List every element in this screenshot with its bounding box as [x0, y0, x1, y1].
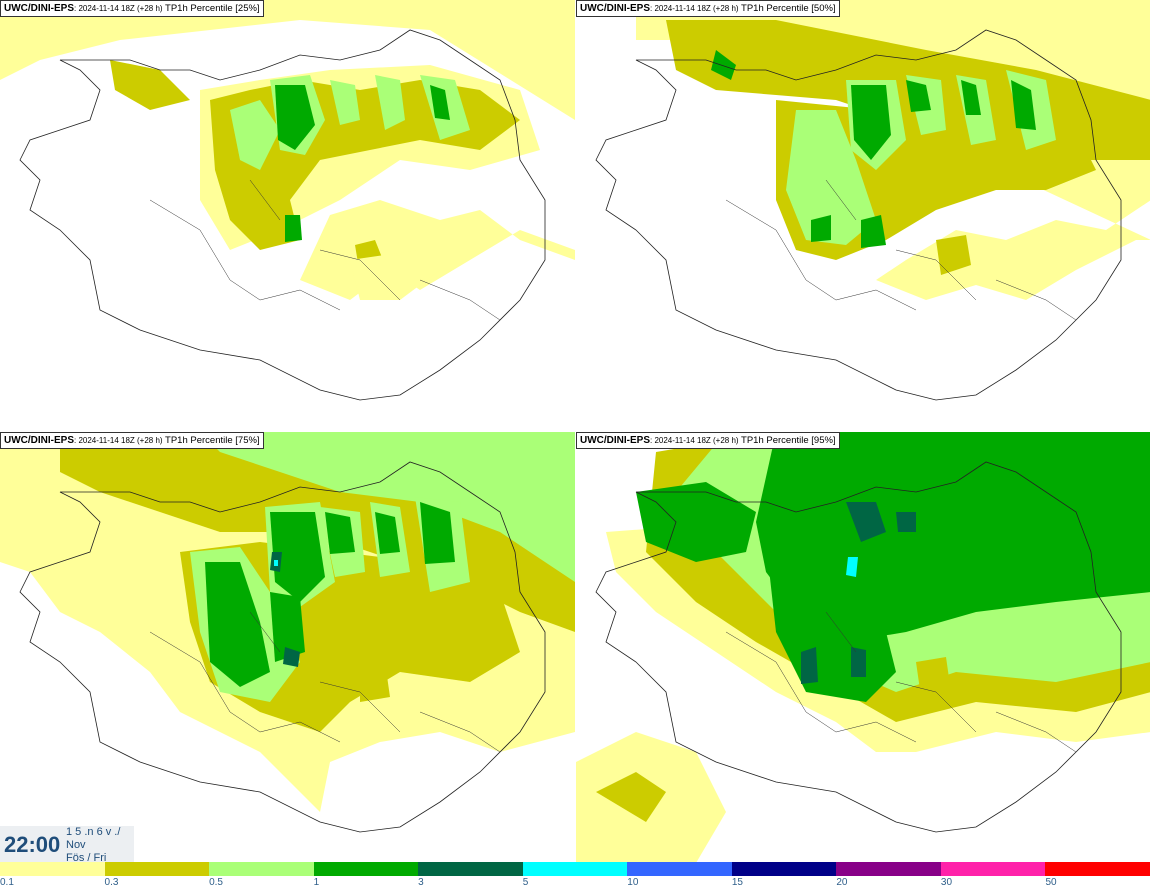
colorbar-swatch — [627, 862, 732, 876]
run-info: : 2024-11-14 18Z (+28 h) — [650, 4, 739, 13]
valid-time-weekday: Fös / Fri — [66, 852, 107, 864]
colorbar-tick-label: 3 — [418, 877, 424, 888]
colorbar-swatch — [0, 862, 105, 876]
colorbar-ticks: 0.1 0.3 0.5 1 3 5 10 15 20 30 50 — [0, 877, 1150, 891]
colorbar-tick-label: 15 — [731, 877, 743, 888]
valid-time-month: Nov — [66, 839, 86, 851]
valid-time-date: 1 5 .n 6 v ./ — [66, 826, 121, 838]
colorbar-swatch — [1045, 862, 1150, 876]
field-name: TP1h Percentile [50%] — [738, 3, 836, 14]
colorbar-tick-label: 10 — [627, 877, 639, 888]
field-name: TP1h Percentile [75%] — [162, 435, 260, 446]
run-info: : 2024-11-14 18Z (+28 h) — [74, 4, 163, 13]
run-info: : 2024-11-14 18Z (+28 h) — [74, 436, 163, 445]
model-name: UWC/DINI-EPS — [4, 3, 74, 14]
map-panel-p95: UWC/DINI-EPS: 2024-11-14 18Z (+28 h) TP1… — [576, 432, 1150, 863]
colorbar-tick-label: 1 — [313, 877, 320, 888]
colorbar-swatch — [209, 862, 314, 876]
colorbar-tick-label: 50 — [1045, 877, 1057, 888]
field-name: TP1h Percentile [25%] — [162, 3, 260, 14]
precip-map — [576, 432, 1150, 863]
run-info: : 2024-11-14 18Z (+28 h) — [650, 436, 739, 445]
colorbar-swatch — [940, 862, 1046, 876]
valid-time-clock: 22:00 — [4, 832, 61, 857]
map-panel-p25: UWC/DINI-EPS: 2024-11-14 18Z (+28 h) TP1… — [0, 0, 575, 431]
colorbar-tick-label: 30 — [940, 877, 953, 888]
panel-title: UWC/DINI-EPS: 2024-11-14 18Z (+28 h) TP1… — [576, 0, 840, 17]
colorbar-swatch — [104, 862, 210, 876]
colorbar-tick-label: 0.1 — [0, 877, 14, 888]
map-panel-p75: UWC/DINI-EPS: 2024-11-14 18Z (+28 h) TP1… — [0, 432, 575, 863]
panel-title: UWC/DINI-EPS: 2024-11-14 18Z (+28 h) TP1… — [0, 0, 264, 17]
precip-map — [0, 432, 575, 833]
colorbar-swatch — [313, 862, 419, 876]
colorbar-swatch — [731, 862, 837, 876]
precip-map — [595, 0, 1150, 401]
valid-time: 22:00 1 5 .n 6 v ./ Nov Fös / Fri — [0, 826, 134, 864]
map-panel-p50: UWC/DINI-EPS: 2024-11-14 18Z (+28 h) TP1… — [576, 0, 1150, 431]
colorbar-tick-label: 0.3 — [104, 877, 119, 888]
precip-map — [0, 0, 575, 401]
colorbar-swatch — [836, 862, 941, 876]
colorbar-tick-label: 20 — [836, 877, 848, 888]
colorbar-tick-label: 5 — [522, 877, 529, 888]
panel-title: UWC/DINI-EPS: 2024-11-14 18Z (+28 h) TP1… — [0, 432, 264, 449]
panel-title: UWC/DINI-EPS: 2024-11-14 18Z (+28 h) TP1… — [576, 432, 840, 449]
model-name: UWC/DINI-EPS — [580, 3, 650, 14]
colorbar-swatch — [418, 862, 523, 876]
colorbar-tick-label: 0.5 — [209, 877, 223, 888]
colorbar-swatch — [522, 862, 628, 876]
model-name: UWC/DINI-EPS — [4, 435, 74, 446]
model-name: UWC/DINI-EPS — [580, 435, 650, 446]
field-name: TP1h Percentile [95%] — [738, 435, 836, 446]
colorbar — [0, 862, 1150, 876]
